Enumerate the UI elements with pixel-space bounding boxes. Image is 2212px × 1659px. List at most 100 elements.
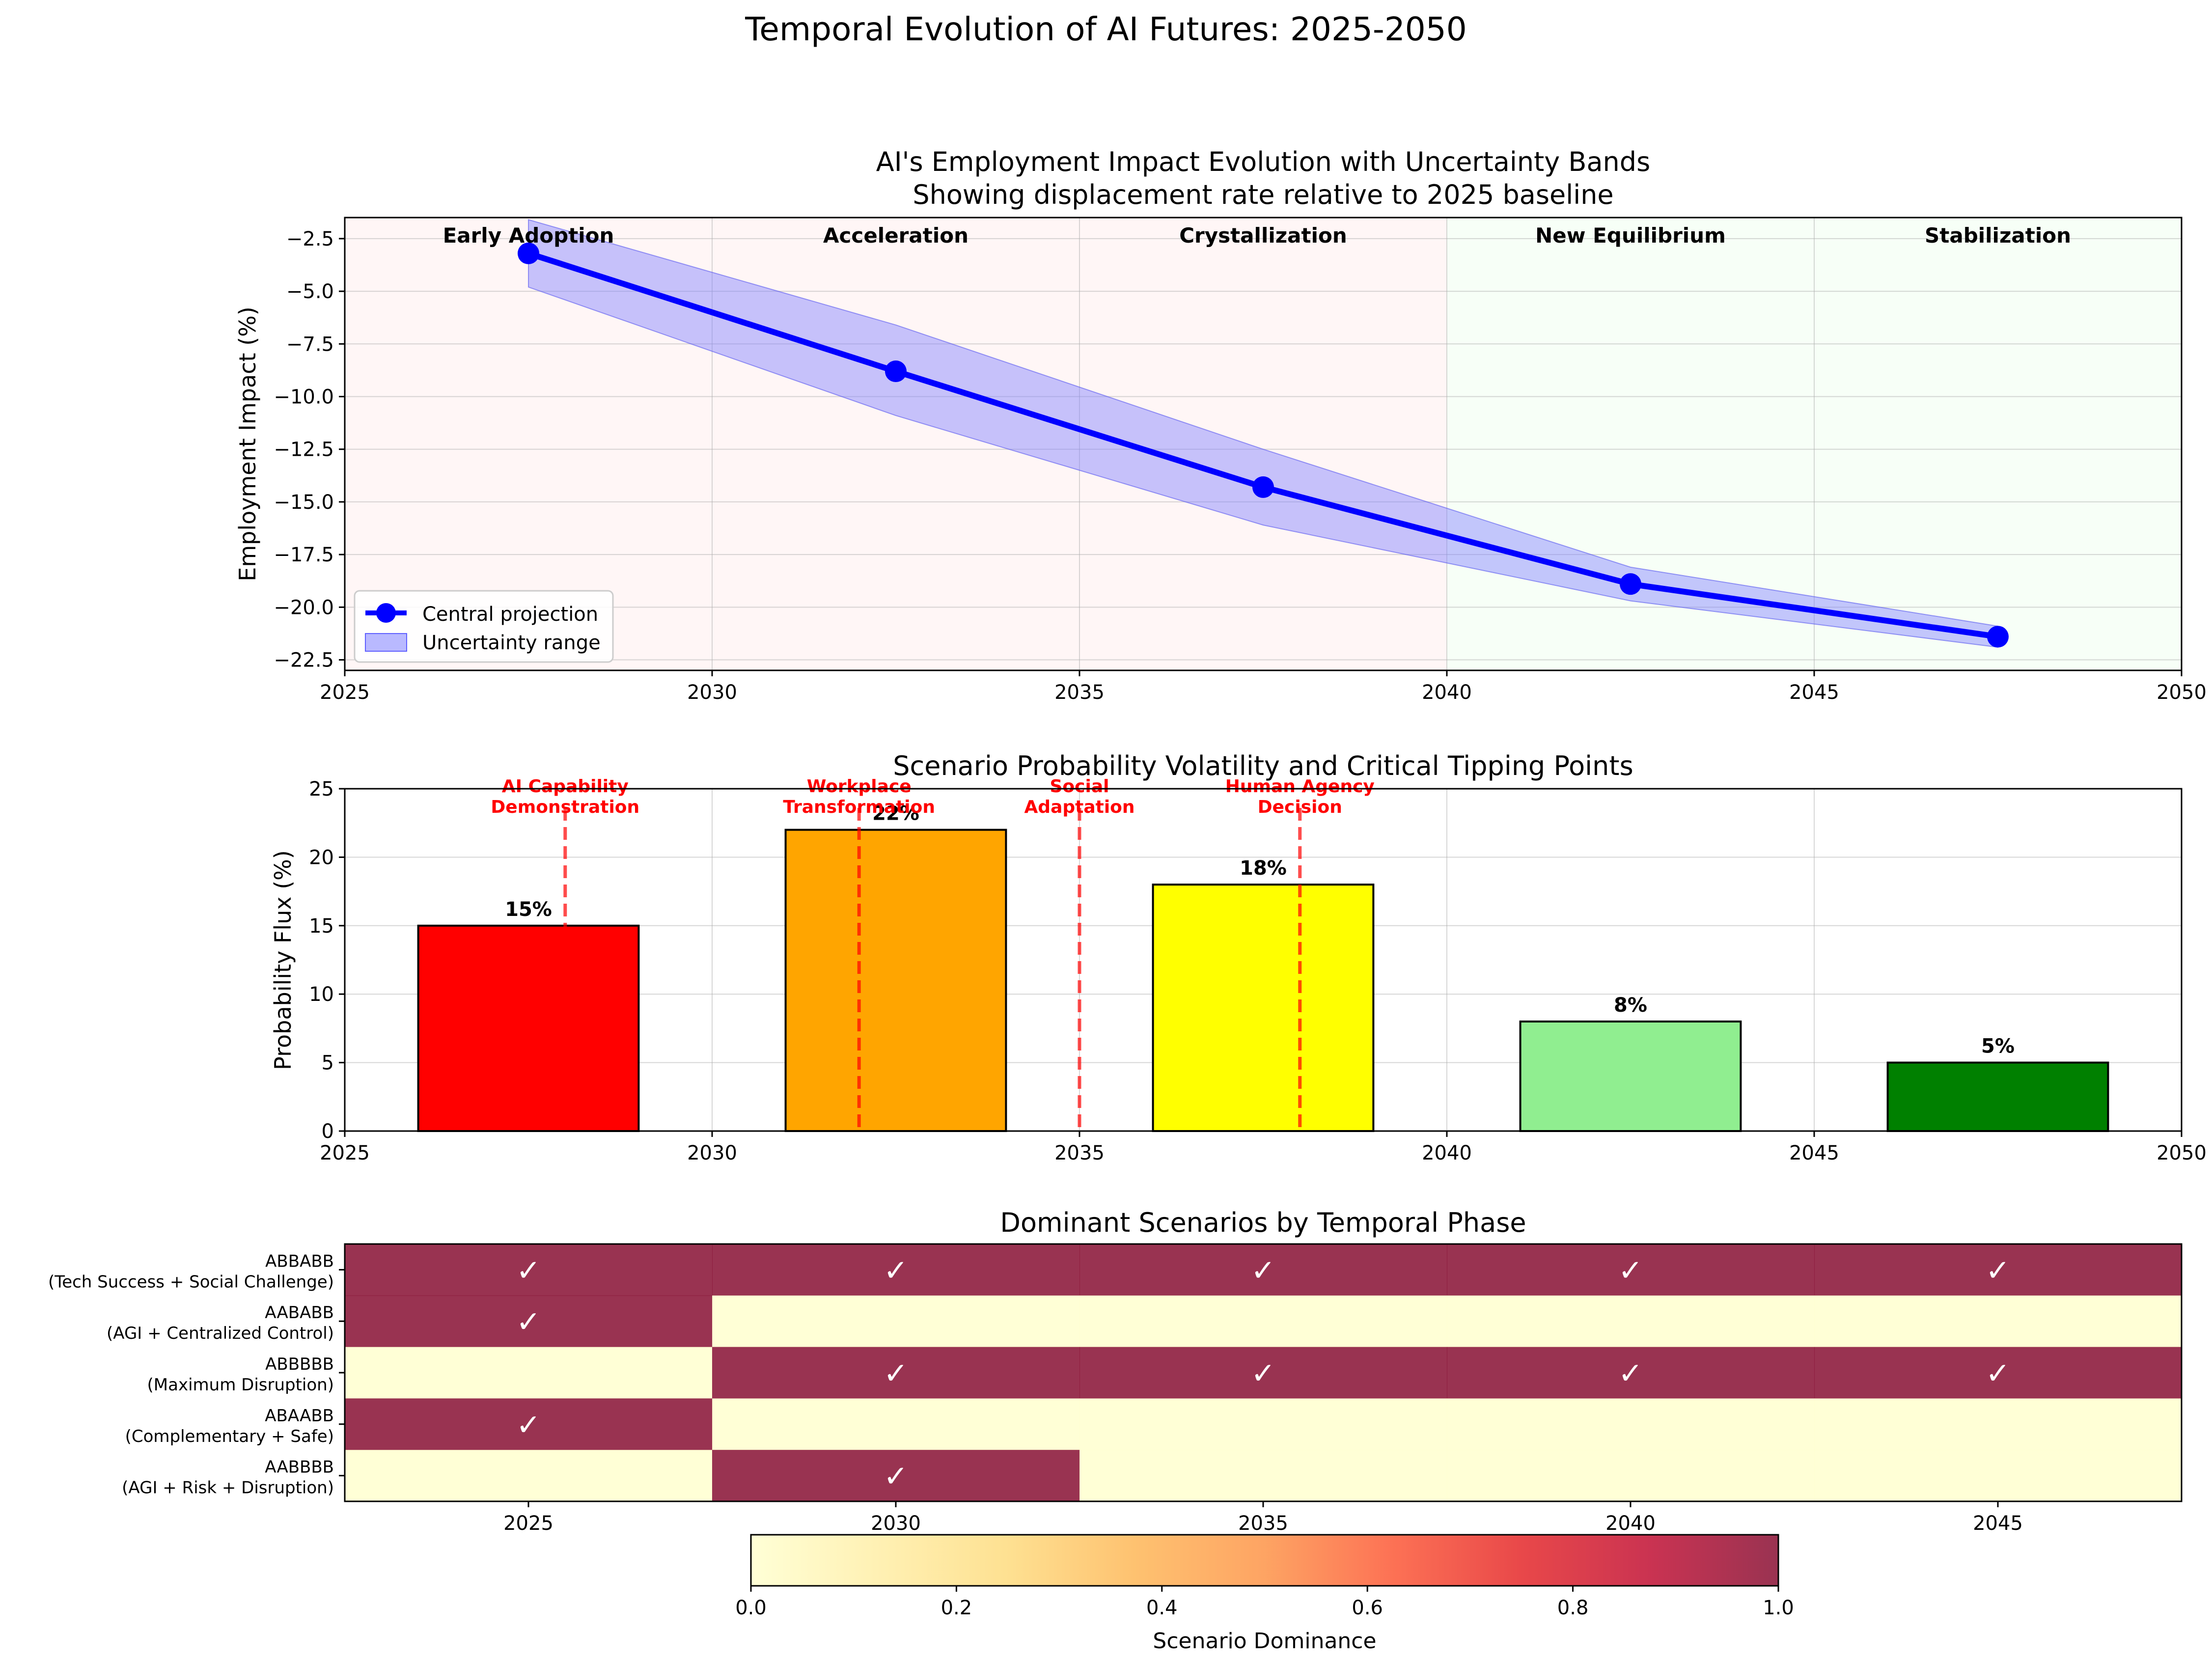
colorbar-tick-label: 0.8 [1557,1597,1589,1619]
check-mark-icon: ✓ [516,1408,541,1442]
chart-title: AI's Employment Impact Evolution with Un… [876,146,1650,177]
phase-region [1447,218,1814,670]
scenario-description-label: (Complementary + Safe) [125,1427,334,1446]
y-tick-label: −17.5 [274,544,334,566]
y-tick-label: −10.0 [274,386,334,409]
bar-value-label: 8% [1614,994,1647,1017]
legend-marker-swatch [376,603,396,623]
y-tick-label: −15.0 [274,491,334,514]
heatmap-cell [1079,1244,1447,1296]
probability-volatility-chart: 15% 22% 18% 8% 5% AI CapabilityDemonstration… [270,750,2207,1164]
bars-layer: 15% 22% 18% 8% 5% [417,802,2109,1133]
central-projection-point [885,360,907,383]
check-mark-icon: ✓ [884,1460,908,1494]
figure-title: Temporal Evolution of AI Futures: 2025-2… [745,10,1467,48]
central-projection-point [518,242,539,264]
scenario-description-label: (AGI + Centralized Control) [107,1324,334,1343]
scenario-code-label: ABBABB [265,1251,334,1271]
central-projection-point [1620,573,1641,595]
colorbar-tick-label: 0.4 [1146,1597,1178,1619]
tipping-point-label: Demonstration [491,797,639,817]
scenario-description-label: (AGI + Risk + Disruption) [122,1478,334,1498]
heatmap-cell [345,1347,713,1399]
phase-region [1079,218,1447,670]
heatmap-cell [1079,1347,1447,1399]
y-axis-label: Probability Flux (%) [270,850,296,1070]
bar [784,829,1007,1132]
heatmap-cell [1814,1295,2182,1348]
phase-label: Stabilization [1925,223,2071,248]
heatmap-cell [1447,1450,1815,1502]
x-tick-label: 2025 [320,1142,370,1164]
x-tick-label: 2035 [1238,1512,1288,1535]
legend: Central projection Uncertainty range [354,590,614,663]
series-layer [518,219,2009,648]
phase-label: New Equilibrium [1535,223,1726,248]
scenario-code-label: ABBBBB [265,1355,334,1374]
y-tick-label: −20.0 [274,596,334,619]
x-tick-label: 2050 [2157,1142,2207,1164]
x-tick-label: 2030 [871,1512,921,1535]
heatmap-cell [1447,1347,1815,1399]
scenario-code-label: AABBBB [265,1458,334,1477]
colorbar-gradient [750,1534,1779,1587]
check-mark-icon: ✓ [516,1305,541,1339]
chart-title: Dominant Scenarios by Temporal Phase [1000,1207,1526,1238]
heatmap-cell [1814,1450,2182,1502]
bar [1519,1020,1742,1132]
x-tick-label: 2045 [1789,1142,1839,1164]
check-mark-icon: ✓ [1618,1253,1643,1288]
scenario-description-label: (Tech Success + Social Challenge) [48,1272,334,1292]
colorbar-tick-label: 0.0 [735,1597,767,1619]
tipping-point-label: Transformation [783,797,935,817]
colorbar-tick-label: 1.0 [1763,1597,1794,1619]
tipping-point-label: Human Agency [1225,776,1375,797]
bar-value-label: 15% [505,898,552,921]
heatmap-cells: ✓ ✓ ✓ ✓ ✓ ✓ ✓ ✓ ✓ ✓ ✓ ✓ [345,1244,2182,1502]
legend-box [354,590,614,663]
phase-labels: Early Adoption Acceleration Crystallizatio… [443,223,2071,248]
tipping-point-label: Decision [1258,797,1342,817]
plot-frame [344,788,2183,1132]
bar-value-label: 5% [1981,1035,2015,1058]
heatmap-cell [1079,1398,1447,1450]
central-projection-point [1252,476,1274,498]
tipping-point-label: Social [1050,776,1109,797]
legend-label-uncertainty: Uncertainty range [422,632,601,654]
check-mark-icon: ✓ [1986,1356,2010,1391]
check-mark-icon: ✓ [1251,1253,1275,1288]
bar [1152,884,1375,1133]
check-mark-icon: ✓ [1251,1356,1275,1391]
x-tick-label: 2040 [1605,1512,1656,1535]
heatmap-cell [712,1244,1080,1296]
bar [1886,1061,2109,1133]
phase-label: Acceleration [823,223,968,248]
colorbar-tick-label: 0.2 [941,1597,972,1619]
plot-frame [344,217,2183,671]
dominant-scenarios-heatmap: ✓ ✓ ✓ ✓ ✓ ✓ ✓ ✓ ✓ ✓ ✓ ✓ ABBABB(Tech Success + Socia… [48,1207,2183,1654]
heatmap-cell [712,1450,1080,1502]
check-mark-icon: ✓ [884,1253,908,1288]
y-tick-label: −7.5 [286,333,334,356]
heatmap-cell [712,1295,1080,1348]
heatmap-cell [1814,1244,2182,1296]
y-tick-label: 0 [322,1120,334,1143]
heatmap-cell [1447,1244,1815,1296]
heatmap-cell [345,1295,713,1348]
colorbar-tick-label: 0.6 [1352,1597,1383,1619]
y-tick-label: 25 [309,778,334,801]
y-tick-label: 20 [309,846,334,869]
y-tick-label: −22.5 [274,649,334,672]
check-mark-icon: ✓ [1986,1253,2010,1288]
phase-label: Crystallization [1179,223,1347,248]
colorbar-label: Scenario Dominance [1153,1629,1376,1654]
x-tick-label: 2030 [687,1142,737,1164]
check-mark-icon: ✓ [884,1356,908,1391]
chart-subtitle: Showing displacement rate relative to 20… [912,179,1613,210]
y-tick-label: −12.5 [274,439,334,461]
scenario-code-label: AABABB [265,1303,334,1323]
phase-region [712,218,1079,670]
central-projection-point [1987,626,2009,648]
